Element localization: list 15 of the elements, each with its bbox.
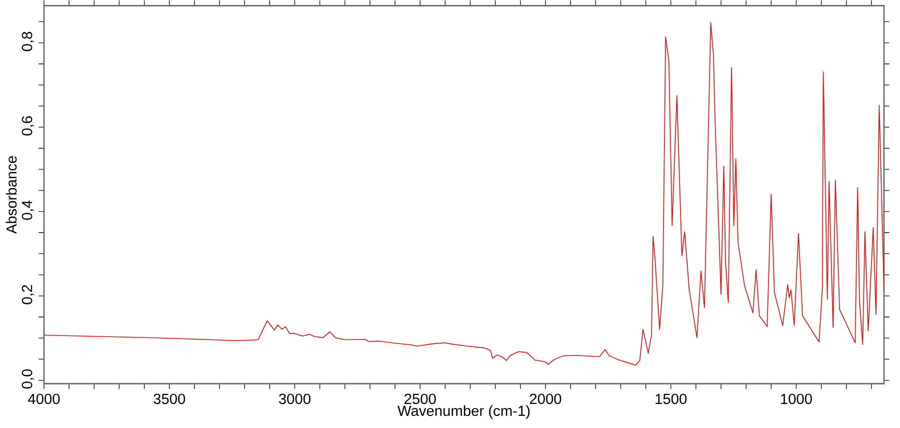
y-tick-label: 0,2 [22, 285, 34, 304]
x-tick-label: 4000 [28, 394, 60, 404]
x-tick-label: 3500 [154, 394, 186, 404]
y-axis-title: Absorbance [6, 156, 17, 234]
y-tick-label: 0,4 [22, 200, 34, 220]
y-tick-label: 0,8 [22, 32, 34, 52]
y-tick-label: 0,0 [22, 370, 34, 389]
x-tick-label: 3000 [278, 394, 310, 404]
line-series [44, 22, 884, 366]
x-tick-label: 2000 [530, 394, 562, 404]
x-tick-label: 1500 [656, 394, 687, 404]
x-tick-label: 2500 [404, 394, 436, 404]
y-tick-label: 0,6 [22, 116, 34, 136]
x-axis-title: Wavenumber (cm-1) [398, 405, 530, 420]
x-tick-label: 1000 [781, 394, 812, 404]
